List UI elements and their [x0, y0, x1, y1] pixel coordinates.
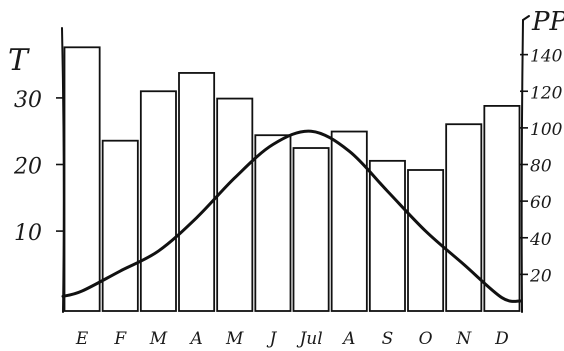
- bar-8: [330, 130, 368, 312]
- right-tick-label-6: 120: [530, 83, 563, 103]
- right-axis-line: [520, 19, 524, 313]
- month-label-9: S: [382, 329, 394, 349]
- month-label-4: A: [188, 329, 202, 349]
- bars-layer: [63, 46, 521, 312]
- left-tick-label-1: 10: [14, 221, 42, 246]
- right-axis-hook: [522, 15, 530, 21]
- bar-5: [216, 97, 254, 312]
- month-label-1: E: [75, 329, 89, 349]
- bar-7: [292, 147, 330, 312]
- right-axis-title: PP: [531, 7, 564, 37]
- left-tick-label-2: 20: [13, 155, 42, 180]
- bar-2: [101, 139, 139, 312]
- axes-layer: [56, 15, 530, 313]
- bar-9: [368, 159, 406, 312]
- month-label-7: Jul: [296, 329, 322, 349]
- month-label-5: M: [225, 329, 244, 349]
- bar-6: [254, 134, 292, 312]
- month-label-2: F: [113, 329, 127, 349]
- right-tick-label-3: 60: [530, 193, 552, 213]
- right-tick-label-1: 20: [529, 266, 552, 286]
- month-label-3: M: [149, 329, 168, 349]
- right-tick-label-7: 140: [530, 47, 563, 67]
- left-axis-line: [61, 27, 65, 313]
- left-axis-title: T: [8, 43, 30, 78]
- right-tick-label-4: 80: [530, 157, 552, 177]
- right-tick-label-5: 100: [530, 120, 563, 140]
- left-tick-label-3: 30: [14, 88, 42, 113]
- temperature-line: [61, 129, 523, 303]
- month-label-10: O: [419, 329, 433, 349]
- month-label-8: A: [341, 329, 355, 349]
- bar-12: [483, 105, 521, 312]
- month-label-6: J: [267, 329, 278, 349]
- curve-layer: [61, 129, 523, 303]
- month-label-11: N: [455, 329, 472, 349]
- month-label-12: D: [494, 329, 509, 349]
- bar-4: [178, 72, 216, 312]
- bar-3: [139, 90, 177, 312]
- right-tick-label-2: 40: [529, 230, 552, 250]
- bar-1: [63, 46, 101, 312]
- bar-11: [445, 123, 483, 312]
